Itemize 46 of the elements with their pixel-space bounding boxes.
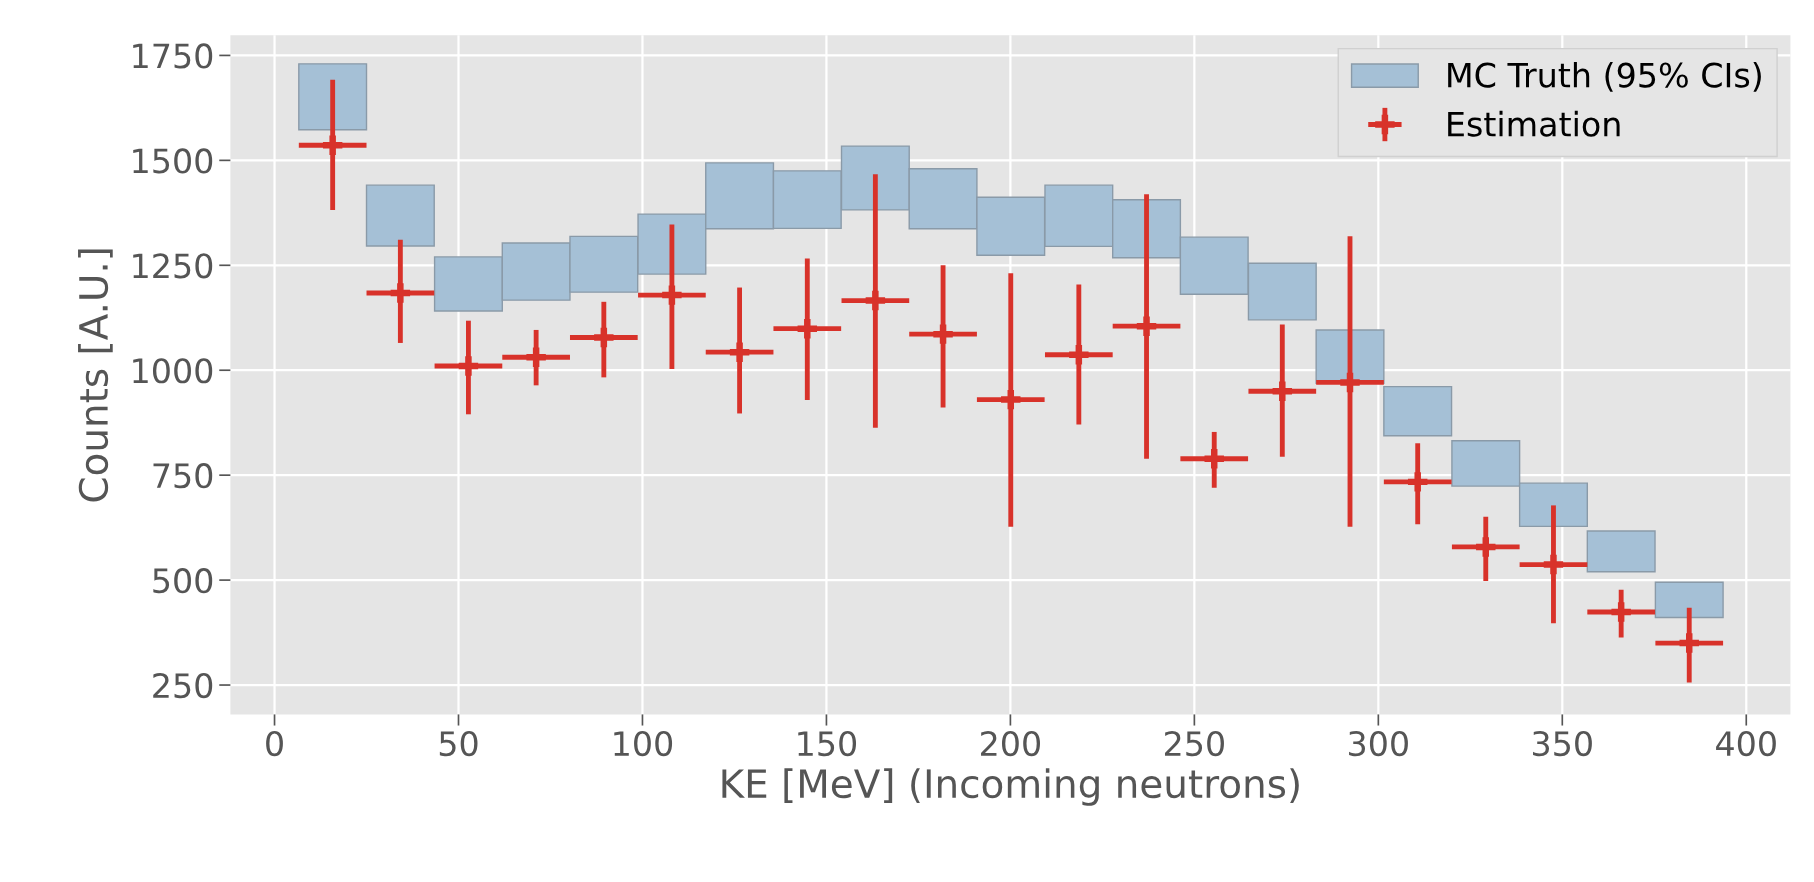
point xyxy=(1272,381,1293,401)
point xyxy=(594,327,614,348)
point xyxy=(1407,472,1428,492)
point xyxy=(1001,389,1021,410)
x-tick-label: 100 xyxy=(614,730,673,757)
x-axis-title: KE [MeV] (Incoming neutrons) xyxy=(722,768,1299,806)
point xyxy=(797,318,818,339)
bar xyxy=(298,63,368,131)
point xyxy=(1069,344,1089,365)
x-tick-label: 250 xyxy=(1165,730,1224,757)
point xyxy=(933,324,953,344)
point xyxy=(458,356,479,376)
bar xyxy=(1383,385,1453,437)
y-tick-label: 1500 xyxy=(133,148,213,174)
point xyxy=(322,135,343,155)
point xyxy=(865,290,886,311)
point xyxy=(1543,554,1564,575)
x-tick-label: 400 xyxy=(1716,730,1776,757)
point xyxy=(729,342,750,362)
y-tick-label: 1000 xyxy=(133,358,213,384)
x-tick-label: 0 xyxy=(266,730,283,757)
point xyxy=(1136,316,1157,336)
point xyxy=(526,347,546,367)
legend-label: Estimation xyxy=(1448,110,1620,137)
point xyxy=(1611,602,1631,622)
x-tick-label: 200 xyxy=(981,730,1040,757)
y-tick-label: 1250 xyxy=(133,253,213,279)
bar xyxy=(365,184,435,247)
y-tick-label: 750 xyxy=(153,463,213,489)
point xyxy=(1476,537,1496,557)
x-tick-label: 50 xyxy=(439,730,478,757)
y-tick-label: 500 xyxy=(153,568,213,594)
y-tick-label: 250 xyxy=(153,672,213,699)
x-tick-label: 350 xyxy=(1533,730,1592,757)
x-tick-label: 300 xyxy=(1349,730,1408,757)
point xyxy=(1204,449,1224,469)
point xyxy=(1679,633,1699,653)
point xyxy=(662,285,682,305)
bar xyxy=(1586,530,1656,573)
y-axis-title: Counts [A.U.] xyxy=(78,249,113,502)
x-tick-label: 150 xyxy=(798,730,857,757)
point xyxy=(1340,372,1360,393)
point xyxy=(390,283,411,303)
bar xyxy=(1654,581,1724,619)
legend-label: MC Truth (95% CIs) xyxy=(1448,61,1761,92)
y-tick-label: 1750 xyxy=(133,43,213,69)
